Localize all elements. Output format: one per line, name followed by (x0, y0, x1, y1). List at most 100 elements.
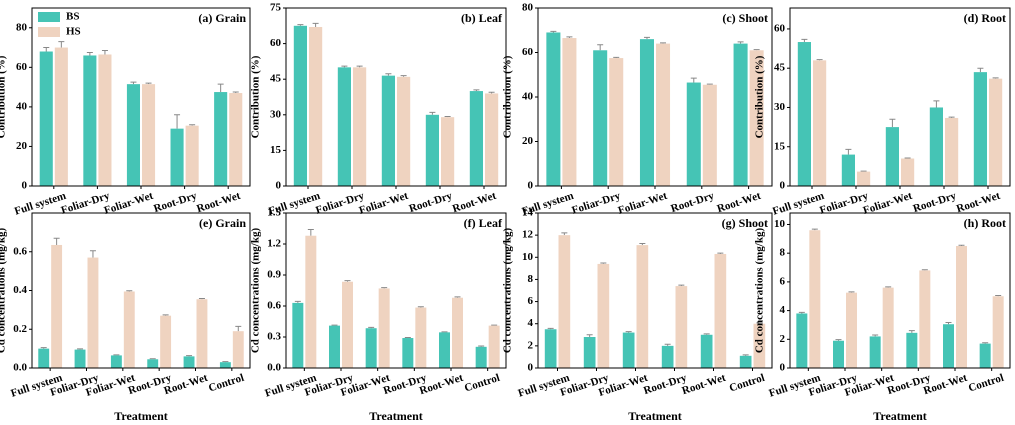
error-bar (312, 22, 319, 27)
error-bar (958, 244, 965, 247)
error-bar (753, 49, 760, 51)
y-axis-label: Contribution (%) (250, 55, 262, 138)
error-bar (889, 118, 896, 128)
error-bar (368, 326, 375, 329)
y-tick-label: 0 (528, 180, 534, 192)
bar (869, 336, 881, 368)
error-bar (186, 355, 193, 357)
bar (142, 84, 156, 186)
error-bar (639, 242, 646, 246)
error-bar (491, 324, 498, 326)
x-axis-label: Treatment (369, 409, 423, 423)
bar (219, 362, 231, 368)
error-bar (441, 331, 448, 333)
panel-title: (h) Root (964, 216, 1006, 230)
error-bar (58, 41, 65, 48)
plot-frame (31, 7, 251, 187)
error-bar (860, 170, 867, 172)
plot-frame (537, 7, 773, 187)
bar (546, 32, 561, 186)
error-bar (235, 325, 242, 332)
error-bar (995, 295, 1002, 297)
bar (597, 263, 610, 368)
error-bar (145, 82, 152, 85)
error-bar (189, 124, 196, 126)
bar (943, 324, 954, 368)
error-bar (478, 345, 485, 347)
bar (796, 313, 808, 368)
error-bar (566, 36, 573, 39)
y-tick-label: 20 (16, 140, 28, 152)
error-bar (933, 100, 940, 108)
bar (51, 244, 63, 368)
bar (342, 281, 353, 368)
bar (700, 334, 713, 368)
bar (841, 154, 855, 186)
x-tick-label: Full system (771, 190, 826, 218)
error-bar (547, 327, 554, 330)
bar (469, 91, 483, 186)
error-bar (149, 358, 156, 360)
x-tick-label: Control (728, 372, 766, 395)
bar (749, 50, 764, 187)
error-bar (982, 342, 989, 344)
y-tick-label: 40 (522, 91, 534, 103)
bar (74, 349, 86, 368)
error-bar (904, 157, 911, 159)
error-bar (404, 337, 411, 339)
plot-frame (285, 7, 507, 187)
bar (992, 296, 1004, 368)
y-tick-label: 60 (522, 46, 534, 58)
bar (292, 302, 304, 368)
bar (378, 288, 390, 368)
bar (452, 297, 463, 368)
x-tick-label: Root-Wet (955, 190, 1002, 215)
error-bar (600, 262, 607, 264)
error-bar (43, 47, 50, 52)
y-tick-label: 0.2 (13, 323, 27, 335)
bar (305, 235, 317, 368)
y-tick-label: 6 (780, 275, 786, 287)
bar (885, 127, 899, 186)
error-bar (798, 311, 805, 314)
bar (989, 78, 1003, 186)
bar (973, 72, 987, 186)
error-bar (586, 334, 593, 337)
error-bar (885, 286, 892, 288)
bar (797, 42, 811, 186)
error-bar (597, 44, 604, 51)
y-tick-label: 15 (270, 144, 282, 156)
error-bar (307, 229, 314, 236)
error-bar (613, 56, 620, 59)
x-tick-label: Root-Dry (912, 190, 959, 215)
bar (901, 158, 915, 186)
x-tick-label: Control (967, 372, 1005, 395)
bar (415, 307, 427, 368)
bar (739, 355, 752, 368)
y-tick-label: 0.0 (267, 362, 281, 374)
bar (558, 235, 571, 368)
x-tick-label: Root-Dry (669, 190, 716, 215)
bar (609, 58, 624, 186)
error-bar (742, 354, 749, 356)
bar (661, 345, 674, 368)
legend-label: BS (66, 11, 79, 23)
error-bar (162, 314, 169, 316)
bar (656, 43, 671, 186)
bar (882, 287, 894, 368)
x-tick-label: Full system (13, 190, 68, 218)
bar (381, 75, 395, 186)
y-tick-label: 4 (780, 304, 786, 316)
x-tick-label: Root-Dry (152, 190, 199, 215)
bar (214, 92, 228, 186)
x-tick-label: Root-Wet (195, 190, 242, 215)
bar (945, 117, 959, 186)
error-bar (77, 348, 84, 350)
x-tick-label: Root-Wet (680, 372, 727, 397)
y-tick-label: 0.3 (267, 331, 281, 343)
y-axis-label: Contribution (%) (754, 55, 766, 138)
error-bar (174, 114, 181, 129)
y-tick-label: 8 (780, 247, 786, 259)
x-tick-label: Root-Wet (716, 190, 763, 215)
legend-swatch (38, 27, 60, 37)
